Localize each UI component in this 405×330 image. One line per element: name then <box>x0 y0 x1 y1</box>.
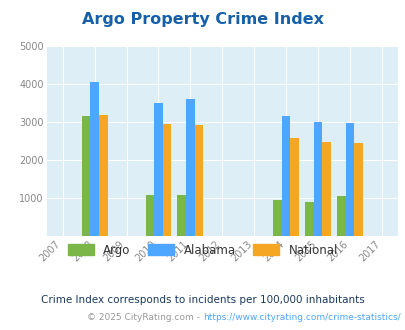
Text: © 2025 CityRating.com -: © 2025 CityRating.com - <box>87 313 202 322</box>
Bar <box>177 195 185 236</box>
Bar <box>81 116 90 236</box>
Bar <box>313 122 322 236</box>
Bar <box>345 123 354 236</box>
Bar <box>154 103 162 236</box>
Bar <box>281 115 290 236</box>
Bar <box>305 202 313 236</box>
Bar <box>90 82 99 236</box>
Text: Crime Index corresponds to incidents per 100,000 inhabitants: Crime Index corresponds to incidents per… <box>41 295 364 305</box>
Bar <box>162 124 171 236</box>
Text: https://www.cityrating.com/crime-statistics/: https://www.cityrating.com/crime-statist… <box>202 313 400 322</box>
Bar <box>336 196 345 236</box>
Bar <box>322 142 330 236</box>
Text: Argo Property Crime Index: Argo Property Crime Index <box>82 12 323 26</box>
Bar <box>354 143 362 236</box>
Legend: Argo, Alabama, National: Argo, Alabama, National <box>63 239 342 261</box>
Bar <box>99 115 107 236</box>
Bar <box>194 125 203 236</box>
Bar <box>185 99 194 236</box>
Bar <box>145 195 154 236</box>
Bar <box>273 200 281 236</box>
Bar <box>290 138 298 236</box>
